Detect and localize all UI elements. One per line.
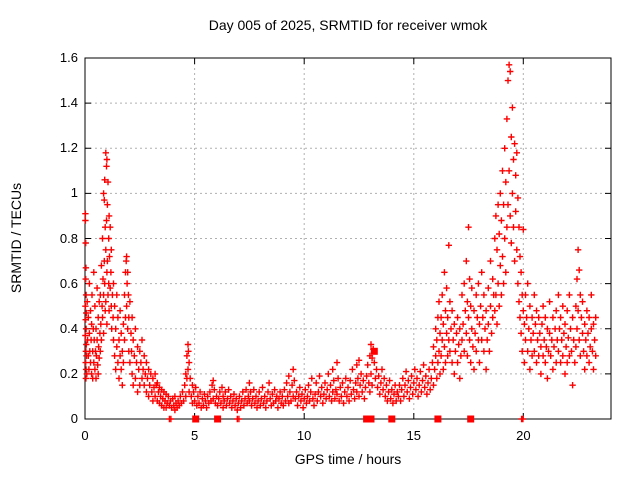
- axis-ticks: [84, 57, 611, 420]
- y-tick-label: 0: [70, 411, 78, 426]
- srmtid-points: [82, 61, 599, 423]
- y-tick-label: 0.4: [59, 320, 78, 336]
- y-tick-label: 0.2: [59, 365, 78, 381]
- flag-square-marker: [363, 415, 371, 423]
- flag-square-marker: [367, 415, 375, 423]
- plot-border: [84, 57, 612, 420]
- flag-square-marker: [214, 415, 222, 423]
- y-tick-label: 1.6: [59, 50, 78, 65]
- x-tick-label: 0: [81, 428, 89, 443]
- x-tick-label: 15: [406, 428, 421, 443]
- chart-title: Day 005 of 2025, SRMTID for receiver wmo…: [208, 17, 488, 33]
- y-tick-label: 1.2: [59, 140, 78, 156]
- flag-square-marker: [434, 415, 442, 423]
- y-tick-label: 0.8: [59, 230, 78, 246]
- srmtid-flags: [192, 347, 475, 423]
- flag-square-marker: [370, 347, 378, 355]
- y-tick-label: 1.4: [59, 95, 78, 111]
- y-tick-label: 0.6: [59, 275, 78, 291]
- flag-square-marker: [192, 415, 200, 423]
- x-tick-label: 20: [516, 428, 531, 443]
- y-axis-label: SRMTID / TECUs: [8, 182, 24, 294]
- flag-square-marker: [467, 415, 475, 423]
- x-axis-label: GPS time / hours: [294, 451, 402, 467]
- flag-square-marker: [388, 415, 396, 423]
- x-tick-label: 10: [296, 428, 312, 443]
- y-tick-label: 1: [70, 185, 78, 201]
- x-tick-label: 5: [190, 428, 199, 443]
- grid-lines: [85, 58, 611, 419]
